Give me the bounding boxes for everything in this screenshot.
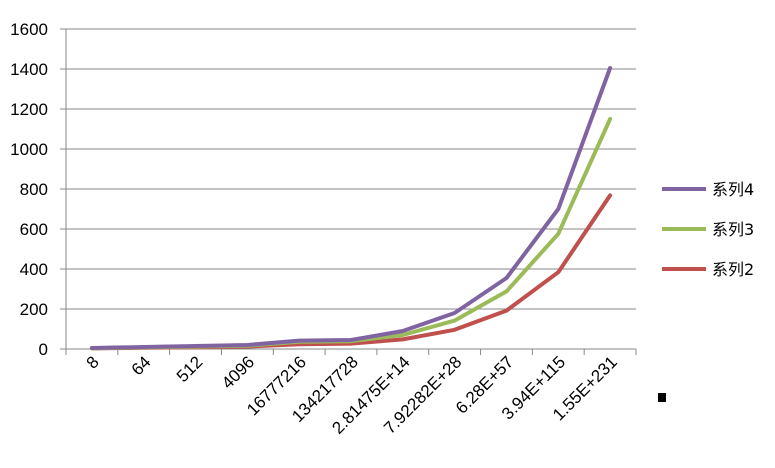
y-tick-label: 0: [39, 340, 48, 359]
y-tick-label: 600: [20, 220, 48, 239]
gridlines: [66, 28, 636, 310]
corner-marker: [658, 393, 666, 402]
y-tick-label: 1000: [10, 140, 48, 159]
y-tick-label: 200: [20, 300, 48, 319]
legend-label: 系列2: [712, 260, 754, 279]
series-line: [89, 66, 613, 350]
axes: [60, 28, 637, 355]
x-tick-label: 512: [173, 352, 206, 385]
x-tick-label: 64: [128, 352, 155, 379]
y-tick-label: 1200: [10, 100, 48, 119]
series-line: [89, 117, 613, 351]
legend-label: 系列4: [712, 180, 754, 199]
series-line: [89, 193, 613, 351]
y-axis-tick-labels: 0 200 400 600 800 1000 1200 1400 1600: [10, 20, 48, 359]
x-axis-tick-labels: 8 64 512 4096167772161342177282.81475E+147.…: [83, 352, 621, 437]
y-tick-label: 1600: [10, 20, 48, 39]
legend-label: 系列3: [712, 220, 754, 239]
y-tick-label: 400: [20, 260, 48, 279]
legend: 系列4 系列3 系列2: [662, 180, 754, 279]
x-tick-label: 4096: [218, 352, 258, 392]
y-tick-label: 1400: [10, 60, 48, 79]
x-tick-label: 8: [83, 352, 103, 372]
y-tick-label: 800: [20, 180, 48, 199]
series-lines: [89, 66, 613, 351]
